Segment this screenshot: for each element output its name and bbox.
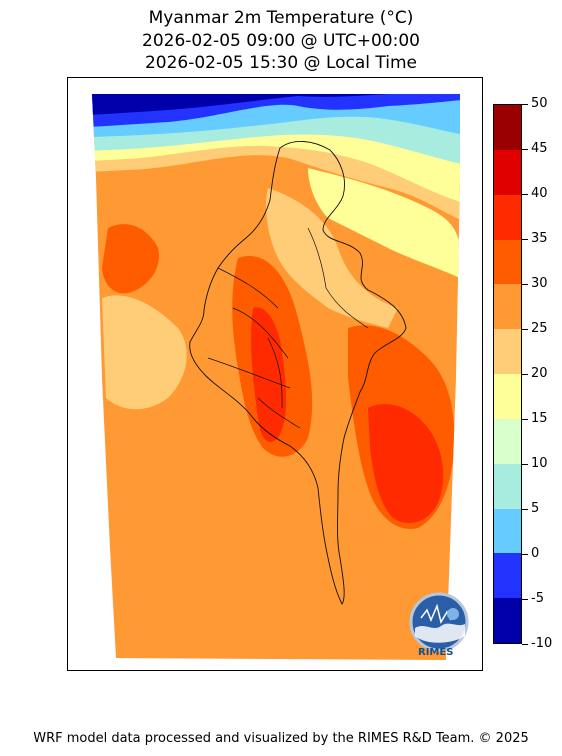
field-30-35-west bbox=[102, 224, 159, 294]
colorbar-bin bbox=[494, 329, 521, 375]
field-20-25-central bbox=[266, 188, 398, 328]
colorbar bbox=[493, 104, 522, 644]
colorbar-bin bbox=[494, 284, 521, 330]
region-borders bbox=[207, 227, 369, 429]
field-35-40-east bbox=[368, 404, 444, 523]
colorbar-tick-label: 15 bbox=[531, 411, 548, 426]
colorbar-tick-label: 5 bbox=[531, 501, 540, 516]
colorbar-bin bbox=[494, 374, 521, 420]
colorbar-tick bbox=[522, 239, 528, 240]
country-border bbox=[189, 141, 407, 605]
colorbar-tick bbox=[522, 419, 528, 420]
colorbar-tick bbox=[522, 644, 528, 645]
footer-credit: WRF model data processed and visualized … bbox=[33, 731, 529, 746]
utc-time-label: 2026-02-05 09:00 @ UTC+00:00 bbox=[142, 31, 420, 51]
colorbar-tick bbox=[522, 194, 528, 195]
colorbar-tick-label: -10 bbox=[531, 636, 553, 651]
colorbar-bin bbox=[494, 418, 521, 465]
colorbar-tick-label: 30 bbox=[531, 276, 548, 291]
colorbar-tick bbox=[522, 599, 528, 600]
map-title: Myanmar 2m Temperature (°C) bbox=[148, 8, 414, 28]
colorbar-tick-label: 40 bbox=[531, 186, 548, 201]
colorbar-bin bbox=[494, 149, 521, 196]
temperature-map bbox=[92, 94, 460, 660]
colorbar-tick-label: 45 bbox=[531, 141, 548, 156]
colorbar-tick-label: 25 bbox=[531, 321, 548, 336]
colorbar-tick-label: 35 bbox=[531, 231, 548, 246]
colorbar-bin bbox=[494, 508, 521, 554]
colorbar-tick bbox=[522, 329, 528, 330]
colorbar-tick-label: 0 bbox=[531, 546, 540, 561]
logo-text: RIMES bbox=[418, 647, 454, 658]
field-20-25-coast bbox=[102, 295, 187, 410]
colorbar-tick bbox=[522, 464, 528, 465]
colorbar-tick bbox=[522, 554, 528, 555]
colorbar-tick-label: 50 bbox=[531, 96, 548, 111]
rimes-logo-icon bbox=[409, 592, 469, 652]
colorbar-tick-label: 10 bbox=[531, 456, 548, 471]
map-frame bbox=[67, 77, 483, 671]
colorbar-bin bbox=[494, 598, 521, 644]
colorbar-tick bbox=[522, 104, 528, 105]
colorbar-tick bbox=[522, 509, 528, 510]
colorbar-bin bbox=[494, 553, 521, 599]
field-35-40-central bbox=[251, 307, 287, 442]
field-minus10-minus5 bbox=[92, 94, 460, 116]
colorbar-bin bbox=[494, 105, 521, 151]
colorbar-tick bbox=[522, 284, 528, 285]
colorbar-bin bbox=[494, 463, 521, 509]
field-0-5 bbox=[92, 94, 460, 138]
colorbar-bin bbox=[494, 239, 521, 285]
colorbar-tick bbox=[522, 149, 528, 150]
field-minus5-0 bbox=[92, 94, 460, 128]
local-time-label: 2026-02-05 15:30 @ Local Time bbox=[144, 53, 418, 73]
colorbar-bin bbox=[494, 194, 521, 240]
field-15-20-east bbox=[308, 168, 460, 278]
colorbar-tick bbox=[522, 374, 528, 375]
colorbar-tick-label: -5 bbox=[531, 591, 544, 606]
colorbar-tick-label: 20 bbox=[531, 366, 548, 381]
